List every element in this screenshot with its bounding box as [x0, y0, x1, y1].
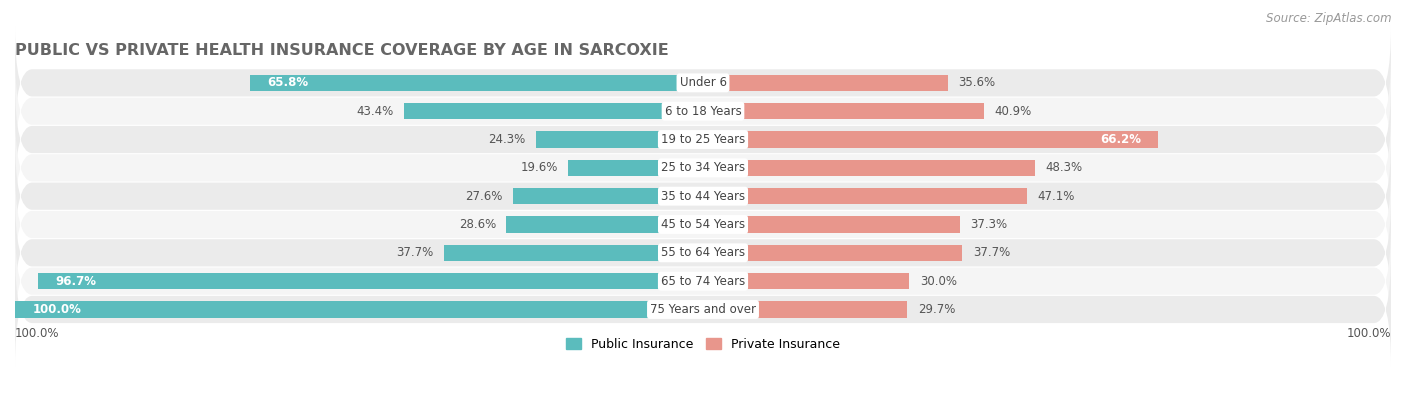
- Text: 24.3%: 24.3%: [488, 133, 526, 146]
- Text: 40.9%: 40.9%: [994, 105, 1032, 118]
- Bar: [250, 75, 703, 91]
- Bar: [703, 216, 960, 233]
- Text: 37.3%: 37.3%: [970, 218, 1007, 231]
- Text: 96.7%: 96.7%: [55, 275, 96, 287]
- Bar: [536, 131, 703, 148]
- Text: 6 to 18 Years: 6 to 18 Years: [665, 105, 741, 118]
- Text: 55 to 64 Years: 55 to 64 Years: [661, 246, 745, 259]
- FancyBboxPatch shape: [15, 196, 1391, 310]
- Bar: [38, 273, 703, 290]
- Text: 29.7%: 29.7%: [918, 303, 955, 316]
- Bar: [703, 301, 907, 318]
- FancyBboxPatch shape: [15, 224, 1391, 338]
- Text: 65 to 74 Years: 65 to 74 Years: [661, 275, 745, 287]
- Text: 43.4%: 43.4%: [357, 105, 394, 118]
- Bar: [513, 188, 703, 204]
- FancyBboxPatch shape: [15, 54, 1391, 169]
- Text: Under 6: Under 6: [679, 76, 727, 89]
- FancyBboxPatch shape: [15, 111, 1391, 225]
- Text: 100.0%: 100.0%: [1347, 327, 1391, 340]
- Text: 19.6%: 19.6%: [520, 161, 558, 174]
- Bar: [444, 244, 703, 261]
- Bar: [703, 103, 984, 119]
- Text: 45 to 54 Years: 45 to 54 Years: [661, 218, 745, 231]
- Text: 25 to 34 Years: 25 to 34 Years: [661, 161, 745, 174]
- Text: PUBLIC VS PRIVATE HEALTH INSURANCE COVERAGE BY AGE IN SARCOXIE: PUBLIC VS PRIVATE HEALTH INSURANCE COVER…: [15, 43, 669, 58]
- Bar: [506, 216, 703, 233]
- Bar: [703, 244, 962, 261]
- Bar: [15, 301, 703, 318]
- Bar: [703, 188, 1026, 204]
- Text: 47.1%: 47.1%: [1038, 190, 1074, 203]
- Text: 37.7%: 37.7%: [973, 246, 1010, 259]
- Text: 75 Years and over: 75 Years and over: [650, 303, 756, 316]
- Text: 35.6%: 35.6%: [959, 76, 995, 89]
- Text: Source: ZipAtlas.com: Source: ZipAtlas.com: [1267, 12, 1392, 25]
- Legend: Public Insurance, Private Insurance: Public Insurance, Private Insurance: [561, 332, 845, 356]
- Text: 37.7%: 37.7%: [396, 246, 433, 259]
- Text: 35 to 44 Years: 35 to 44 Years: [661, 190, 745, 203]
- FancyBboxPatch shape: [15, 82, 1391, 197]
- FancyBboxPatch shape: [15, 139, 1391, 254]
- Text: 19 to 25 Years: 19 to 25 Years: [661, 133, 745, 146]
- Bar: [703, 131, 1159, 148]
- Text: 48.3%: 48.3%: [1046, 161, 1083, 174]
- Bar: [703, 75, 948, 91]
- Bar: [405, 103, 703, 119]
- Bar: [703, 273, 910, 290]
- FancyBboxPatch shape: [15, 167, 1391, 282]
- Text: 100.0%: 100.0%: [32, 303, 82, 316]
- Text: 66.2%: 66.2%: [1101, 133, 1142, 146]
- Bar: [703, 160, 1035, 176]
- Text: 30.0%: 30.0%: [920, 275, 956, 287]
- Text: 65.8%: 65.8%: [267, 76, 309, 89]
- Text: 28.6%: 28.6%: [458, 218, 496, 231]
- Bar: [568, 160, 703, 176]
- Text: 100.0%: 100.0%: [15, 327, 59, 340]
- FancyBboxPatch shape: [15, 252, 1391, 367]
- FancyBboxPatch shape: [15, 26, 1391, 140]
- Text: 27.6%: 27.6%: [465, 190, 503, 203]
